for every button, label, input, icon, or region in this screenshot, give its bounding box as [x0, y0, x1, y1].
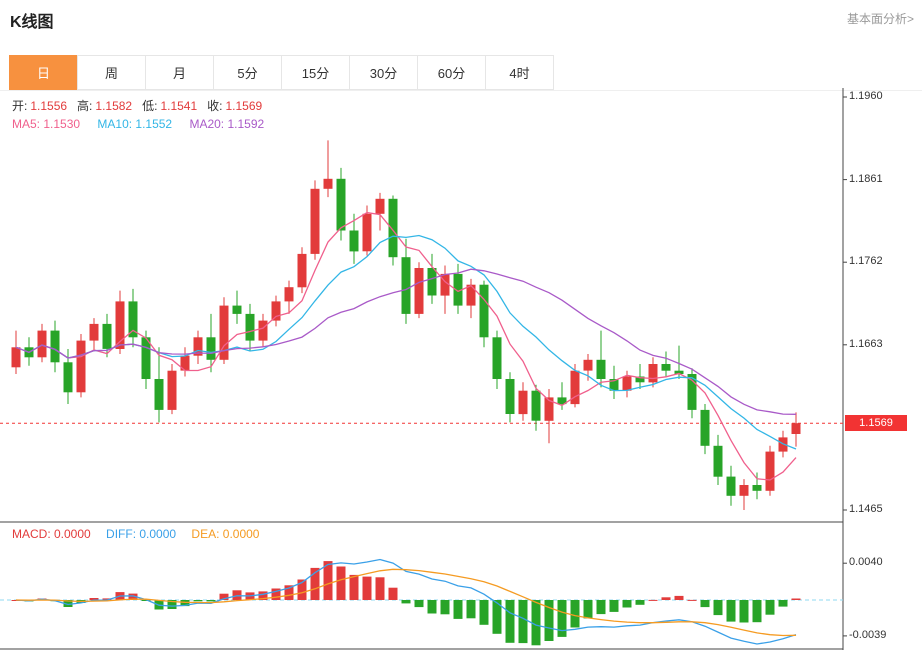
close-label: 收: [207, 99, 223, 113]
open-value: 1.1556 [30, 99, 68, 113]
axis-label: 1.1960 [849, 90, 883, 102]
tab-month[interactable]: 月 [145, 55, 214, 90]
low-value: 1.1541 [160, 99, 198, 113]
page-title: K线图 [10, 14, 54, 31]
ma5-value: MA5: 1.1530 [12, 117, 81, 131]
dea-value: DEA: 0.0000 [191, 527, 260, 541]
ma-legend-row: MA5: 1.1530 MA10: 1.1552 MA20: 1.1592 [12, 117, 264, 131]
ma10-value: MA10: 1.1552 [97, 117, 173, 131]
tab-day[interactable]: 日 [9, 55, 78, 90]
axis-label: 1.1762 [849, 255, 883, 268]
interval-tab-bar: 日周月 5分 15分 30分 60分 4时 [9, 55, 554, 90]
axis-label: 1.1465 [849, 503, 883, 515]
tab-week[interactable]: 周 [77, 55, 146, 90]
tab-15min[interactable]: 15分 [281, 55, 350, 90]
tab-5min[interactable]: 5分 [213, 55, 282, 90]
macd-legend-row: MACD: 0.0000 DIFF: 0.0000 DEA: 0.0000 [12, 527, 259, 541]
fundamental-analysis-link[interactable]: 基本面分析> [846, 12, 914, 26]
tab-4hour[interactable]: 4时 [485, 55, 554, 90]
axis-label: 0.0040 [849, 556, 883, 569]
axis-label: 1.1861 [849, 172, 883, 185]
tab-30min[interactable]: 30分 [349, 55, 418, 90]
tab-underline [0, 90, 922, 91]
axis-label: -0.0039 [849, 628, 887, 641]
high-label: 高: [77, 99, 93, 113]
close-value: 1.1569 [225, 99, 263, 113]
open-label: 开: [12, 99, 28, 113]
tab-60min[interactable]: 60分 [417, 55, 486, 90]
low-label: 低: [142, 99, 158, 113]
axis-label: 1.1663 [849, 337, 883, 350]
ohlc-row: 开: 1.1556 高: 1.1582 低: 1.1541 收: 1.1569 [12, 97, 272, 114]
current-price-badge: 1.1569 [845, 415, 907, 432]
macd-value: MACD: 0.0000 [12, 527, 91, 541]
ma20-value: MA20: 1.1592 [189, 117, 265, 131]
high-value: 1.1582 [95, 99, 133, 113]
diff-value: DIFF: 0.0000 [106, 527, 177, 541]
